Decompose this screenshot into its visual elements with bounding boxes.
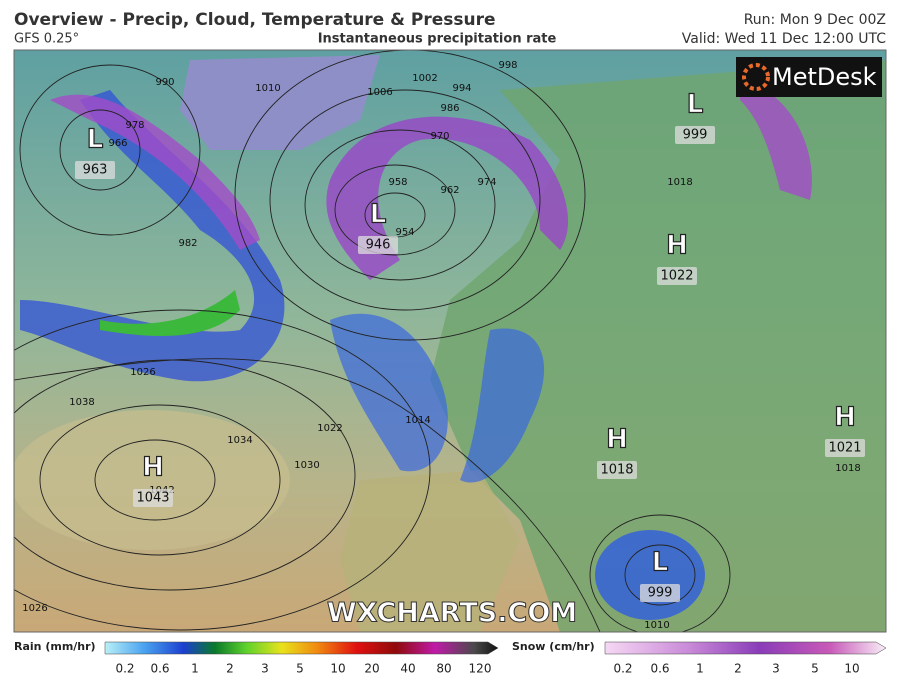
precip-front [330,313,448,472]
rain-tick-label: 120 [469,662,492,676]
center-letter: H [606,425,628,455]
snow-tick-label: 10 [844,662,859,676]
isobar-label: 974 [477,177,496,188]
isobar-label: 978 [125,120,144,131]
isobars [14,50,731,632]
precip-front-2 [460,328,545,483]
center-pressure: 1022 [660,269,693,284]
snow-east [740,80,812,200]
center-letter: L [652,548,669,578]
isobar-label: 1010 [255,83,280,94]
rain-tick-label: 3 [261,662,269,676]
center-letter: L [370,200,387,230]
snow-colorbar [604,641,887,655]
isobar-label: 982 [178,238,197,249]
center-value-box [133,489,173,507]
center-value-box [597,461,637,479]
snow-tick-label: 1 [696,662,704,676]
isobar-label: 1006 [367,87,392,98]
map: 990 1002 994 998 986 982 978 970 966 962 958 954 974… [14,50,886,632]
snow-band [50,94,260,251]
rain-colorbar [104,641,499,655]
isobar-label: 998 [498,60,517,71]
rain-tick-label: 20 [364,662,379,676]
rain-tick-label: 80 [436,662,451,676]
isobar-label: 958 [388,177,407,188]
model: GFS 0.25° [14,32,79,47]
subtitle: Instantaneous precipitation rate [318,32,557,47]
snow-legend-label: Snow (cm/hr) [512,640,595,653]
center-letter: H [666,231,688,261]
rain-legend-label: Rain (mm/hr) [14,640,96,653]
center-value-box [825,439,865,457]
snow-tick-label: 5 [811,662,819,676]
center-pressure: 1018 [600,463,633,478]
isobar-label: 1018 [835,463,860,474]
center-value-box [640,584,680,602]
isobar-label: 986 [440,103,459,114]
center-letter: L [687,90,704,120]
center-value-box [75,161,115,179]
isobar-label: 1002 [412,73,437,84]
center-pressure: 946 [366,238,391,253]
run-time: Run: Mon 9 Dec 00Z [744,12,886,28]
isobar-label: 990 [155,77,174,88]
logo-icon [742,63,770,91]
center-pressure: 999 [648,586,673,601]
rain-tick-label: 0.2 [115,662,134,676]
rain-tick-label: 40 [400,662,415,676]
isobar-label: 1018 [667,177,692,188]
snow-tick-label: 2 [734,662,742,676]
high-pressure-area [14,410,290,550]
rain-tick-label: 5 [296,662,304,676]
center-value-box [657,267,697,285]
map-frame [13,49,887,633]
center-letter: H [834,403,856,433]
isobar-label: 954 [395,227,414,238]
precip-low [595,530,705,620]
isobar-label: 1038 [69,397,94,408]
snow-tick-label: 0.6 [650,662,669,676]
center-pressure: 1043 [136,491,169,506]
isobar-label: 1026 [22,603,47,614]
center-value-box [358,236,398,254]
precip-band-heavy [100,290,240,336]
watermark: WXCHARTS.COM [327,598,577,629]
isobar-label: 994 [452,83,471,94]
rain-tick-label: 1 [191,662,199,676]
snow-tick-label: 0.2 [613,662,632,676]
logo: MetDesk [772,63,877,91]
pressure-centers: L 963 L 946 L 999 H 1022 H 1043 H 1018 H 1021 L 999 [75,89,865,602]
center-pressure: 963 [83,163,108,178]
rain-tick-label: 10 [330,662,345,676]
isobar-label: 1026 [130,367,155,378]
isobar-label: 1030 [294,460,319,471]
isobar-label: 1014 [405,415,430,426]
center-pressure: 999 [683,128,708,143]
rain-tick-label: 0.6 [150,662,169,676]
isobar-label: 1022 [317,423,342,434]
rain-tick-label: 2 [226,662,234,676]
isobar-label: 966 [108,138,127,149]
center-letter: L [87,125,104,155]
land-greenland [180,55,380,150]
center-pressure: 1021 [828,441,861,456]
valid-time: Valid: Wed 11 Dec 12:00 UTC [682,31,886,47]
center-letter: H [142,453,164,483]
center-value-box [675,126,715,144]
isobar-label: 1010 [644,620,669,631]
land-iberia-africa [340,470,520,632]
isobar-label: 962 [440,185,459,196]
isobar-label: 970 [430,131,449,142]
isobar-label: 1034 [227,435,252,446]
snow-tick-label: 3 [772,662,780,676]
title: Overview - Precip, Cloud, Temperature & … [14,10,496,30]
legend-ticks: 0.2 0.6 1 2 3 5 10 20 40 80 120 0.2 0.6 1 2 3 5 10 [115,662,859,676]
logo-box [736,57,882,97]
